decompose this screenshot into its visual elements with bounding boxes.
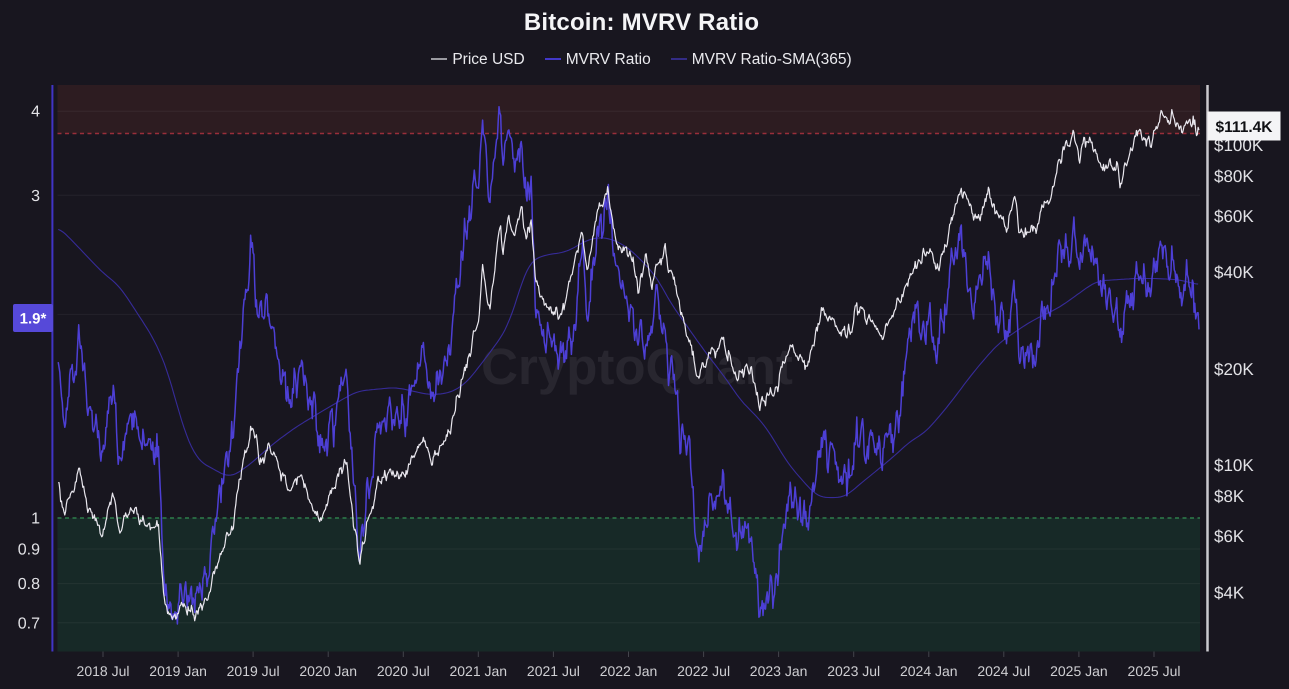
svg-text:2024 Jul: 2024 Jul <box>977 663 1030 679</box>
svg-text:2021 Jan: 2021 Jan <box>449 663 507 679</box>
svg-text:0.7: 0.7 <box>18 615 40 632</box>
svg-text:$20K: $20K <box>1214 360 1254 379</box>
svg-text:2020 Jul: 2020 Jul <box>377 663 430 679</box>
svg-text:2021 Jul: 2021 Jul <box>527 663 580 679</box>
svg-text:0.9: 0.9 <box>18 542 40 559</box>
svg-text:2024 Jan: 2024 Jan <box>900 663 958 679</box>
svg-text:2023 Jan: 2023 Jan <box>750 663 808 679</box>
svg-text:2022 Jul: 2022 Jul <box>677 663 730 679</box>
svg-text:2023 Jul: 2023 Jul <box>827 663 880 679</box>
svg-text:2020 Jan: 2020 Jan <box>299 663 357 679</box>
svg-text:$8K: $8K <box>1214 487 1245 506</box>
svg-text:$80K: $80K <box>1214 167 1254 186</box>
svg-text:$4K: $4K <box>1214 583 1245 602</box>
svg-text:2019 Jul: 2019 Jul <box>227 663 280 679</box>
svg-text:2025 Jul: 2025 Jul <box>1128 663 1181 679</box>
svg-text:0.8: 0.8 <box>18 576 40 593</box>
svg-text:$40K: $40K <box>1214 263 1254 282</box>
svg-text:4: 4 <box>31 104 40 121</box>
svg-text:$100K: $100K <box>1214 136 1264 155</box>
svg-text:$6K: $6K <box>1214 527 1245 546</box>
svg-text:2022 Jan: 2022 Jan <box>600 663 658 679</box>
svg-text:2025 Jan: 2025 Jan <box>1050 663 1108 679</box>
svg-text:$10K: $10K <box>1214 456 1254 475</box>
svg-text:1: 1 <box>31 511 40 528</box>
svg-text:CryptoQuant: CryptoQuant <box>481 338 793 395</box>
svg-text:3: 3 <box>31 188 40 205</box>
svg-text:$60K: $60K <box>1214 207 1254 226</box>
svg-text:$111.4K: $111.4K <box>1216 119 1274 136</box>
svg-text:2019 Jan: 2019 Jan <box>149 663 207 679</box>
svg-text:2018 Jul: 2018 Jul <box>77 663 130 679</box>
svg-text:1.9*: 1.9* <box>20 311 47 328</box>
